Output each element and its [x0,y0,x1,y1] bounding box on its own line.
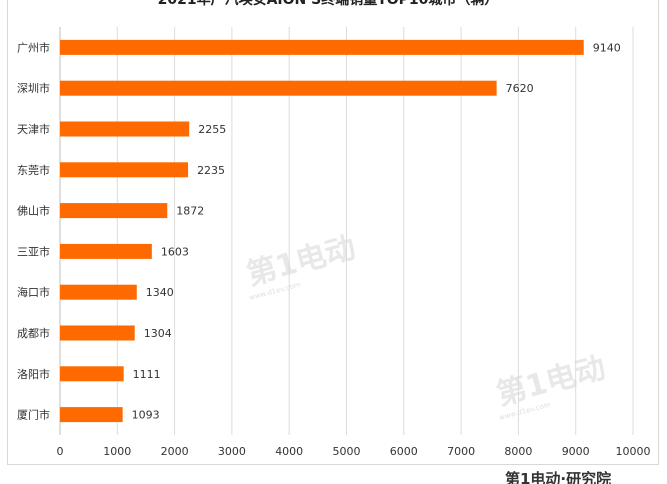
x-tick-label: 9000 [562,445,590,458]
value-label: 1111 [133,368,161,381]
value-label: 2255 [198,123,226,136]
footer-logo: 第1电动·研究院 [505,470,612,484]
value-label: 1093 [132,409,160,422]
category-label: 东莞市 [17,163,50,177]
category-label: 厦门市 [17,408,50,422]
bar [60,325,135,341]
value-label: 1603 [161,245,189,258]
value-labels: 9140 7620 2255 2235 1872 1603 1340 1304 1111 1093 [132,41,621,421]
category-label: 海口市 [17,285,50,299]
value-label: 1340 [146,286,174,299]
x-tick-label: 0 [57,445,64,458]
category-label: 广州市 [17,40,50,54]
x-tick-label: 7000 [447,445,475,458]
x-tick-label: 3000 [218,445,246,458]
bar [60,121,190,137]
x-tick-labels: 0 1000 2000 3000 4000 5000 6000 7000 8000 9000 100… [57,445,651,458]
bar [60,39,584,55]
bar [60,284,137,300]
x-tick-label: 6000 [390,445,418,458]
x-tick-label: 10000 [616,445,651,458]
category-label: 天津市 [17,122,50,136]
x-tick-label: 5000 [333,445,361,458]
bars [60,39,584,423]
value-label: 2235 [197,164,225,177]
value-label: 7620 [506,82,534,95]
bar [60,80,497,96]
value-label: 1304 [144,327,172,340]
chart-frame [7,0,659,465]
watermark: 第1电动 www.d1ev.com 第1电动 www.d1ev.com [243,230,609,422]
bar [60,203,168,219]
category-label: 深圳市 [17,81,50,95]
value-label: 9140 [593,41,621,54]
category-label: 成都市 [17,326,50,340]
value-label: 1872 [176,205,204,218]
watermark-text-2: 第1电动 [493,350,609,413]
chart-title: 2021年广汽埃安AION S终端销量TOP10城市（辆） [158,0,499,8]
watermark-text-1: 第1电动 [243,230,359,293]
bar [60,366,124,382]
x-tick-label: 8000 [504,445,532,458]
x-tick-label: 2000 [161,445,189,458]
category-label: 洛阳市 [17,367,50,381]
bar [60,407,123,423]
bar [60,162,189,178]
x-tick-label: 4000 [275,445,303,458]
bar [60,243,152,259]
category-label: 佛山市 [17,204,50,218]
x-tick-label: 1000 [103,445,131,458]
category-label: 三亚市 [17,244,50,258]
